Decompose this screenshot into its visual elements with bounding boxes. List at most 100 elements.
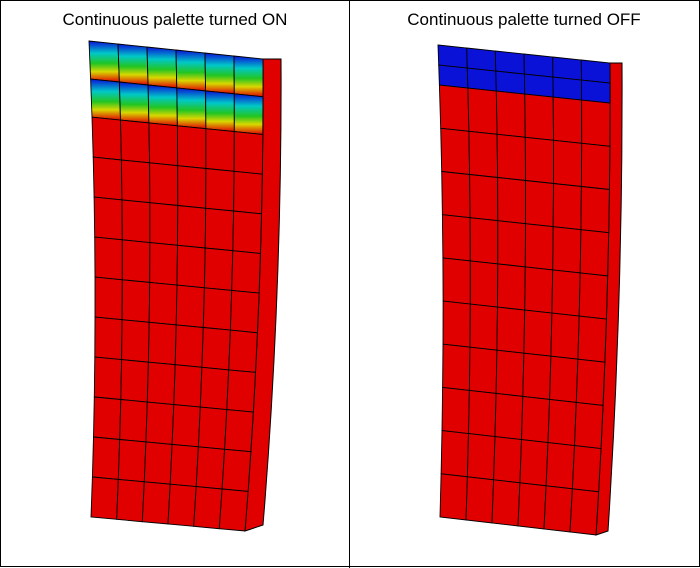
mesh-cell: [442, 343, 471, 391]
panel-title-palette-off: Continuous palette turned OFF: [407, 10, 641, 29]
mesh-cell: [494, 392, 524, 441]
mesh-cell: [442, 300, 471, 348]
mesh-cell: [440, 430, 469, 478]
mesh-cell: [221, 448, 252, 492]
mesh-cell: [205, 168, 235, 212]
mesh-cell: [578, 272, 609, 320]
mesh-cell: [493, 436, 522, 484]
mesh-cell: [93, 396, 122, 440]
mesh-cell: [552, 226, 582, 274]
mesh-cell: [94, 236, 123, 281]
mesh-cell-top-band: [494, 50, 525, 75]
mesh-cell: [177, 165, 207, 209]
mesh-cell: [465, 476, 495, 524]
mesh-cell: [120, 119, 151, 164]
mesh-cell: [495, 90, 526, 138]
mesh-cell-top-band: [90, 78, 121, 121]
mesh-cell: [91, 436, 121, 480]
mesh-cell: [93, 356, 123, 400]
mesh-cell: [121, 279, 151, 323]
mesh-cell: [147, 321, 177, 366]
mesh-cell: [440, 127, 471, 176]
mesh-cell-top-band: [147, 84, 178, 127]
mesh-cell-top-band: [146, 46, 178, 89]
mesh-cell: [468, 389, 497, 438]
mesh-cell-top-band: [175, 49, 207, 92]
mesh-cell: [579, 229, 610, 277]
mesh-cell-top-band: [233, 55, 264, 98]
mesh-cell: [545, 442, 575, 490]
mesh-cell: [149, 242, 178, 286]
mesh-cell: [226, 369, 256, 413]
mesh-cell: [491, 479, 521, 527]
mesh-cell: [229, 289, 260, 334]
mesh-cell: [218, 488, 249, 532]
mesh-cell: [468, 130, 499, 179]
mesh-cell: [120, 159, 151, 204]
panel-palette-off: Continuous palette turned OFF: [350, 1, 698, 568]
mesh-cell: [149, 162, 179, 206]
mesh-cell: [571, 445, 602, 493]
mesh-cell: [552, 182, 582, 231]
mesh-cell: [94, 276, 123, 321]
mesh-cell-top-band: [466, 67, 497, 92]
mesh-cell: [517, 482, 547, 530]
mesh-cell: [90, 476, 119, 520]
mesh-cell: [167, 483, 197, 527]
mesh-cell: [466, 433, 496, 481]
panel-divider: [349, 1, 350, 568]
mesh-cell: [468, 346, 498, 394]
mesh-cell: [469, 173, 499, 222]
mesh-cell: [171, 404, 201, 448]
mesh-cell: [199, 366, 230, 411]
mesh-cell: [195, 446, 226, 490]
mesh-cell: [441, 170, 471, 219]
mesh-cell: [193, 486, 223, 530]
mesh-cell: [549, 355, 579, 403]
mesh-cell: [201, 327, 231, 371]
mesh-cell: [174, 324, 204, 368]
mesh-cell: [469, 260, 499, 308]
mesh-cell: [204, 207, 235, 252]
mesh-cell: [145, 401, 175, 445]
mesh-cell-top-band: [88, 40, 120, 83]
mesh-cell: [569, 488, 600, 536]
mesh-cell-top-band: [205, 90, 235, 133]
mesh-cell-top-band: [552, 56, 582, 81]
mesh-cell: [120, 359, 149, 403]
mesh-cell-top-band: [581, 79, 611, 104]
mesh-cell: [552, 96, 583, 144]
mesh-cell: [547, 398, 577, 447]
mesh-cell: [574, 401, 604, 450]
mesh-cell: [94, 316, 123, 361]
mesh-cell: [197, 406, 228, 450]
mesh-cell: [442, 257, 471, 305]
mesh-cell-top-band: [204, 52, 235, 95]
mesh-cell: [203, 247, 234, 291]
mesh-cell: [438, 84, 470, 132]
mesh-cell-top-band: [580, 59, 611, 84]
panel-title-palette-on: Continuous palette turned ON: [62, 10, 288, 29]
mesh-cell: [580, 142, 611, 191]
mesh-cell: [173, 364, 203, 408]
mesh-plot-palette-on: [88, 40, 282, 532]
mesh-cell: [524, 223, 554, 271]
mesh-cell: [148, 281, 178, 326]
mesh-cell: [205, 128, 235, 172]
mesh-cell: [497, 220, 526, 268]
mesh-cell: [224, 409, 254, 453]
mesh-cell: [117, 439, 147, 483]
mesh-cell: [467, 87, 498, 135]
mesh-cell: [148, 122, 179, 167]
mesh-cell: [121, 319, 150, 363]
mesh-cell-top-band: [176, 87, 207, 130]
mesh-cell: [521, 395, 551, 444]
mesh-cell-top-band: [118, 81, 150, 124]
mesh-cell: [441, 386, 470, 435]
mesh-cell: [496, 306, 526, 354]
mesh-cell: [176, 125, 207, 169]
mesh-cell: [93, 196, 123, 241]
mesh-cell-top-band: [233, 93, 264, 135]
mesh-cell: [523, 309, 553, 357]
